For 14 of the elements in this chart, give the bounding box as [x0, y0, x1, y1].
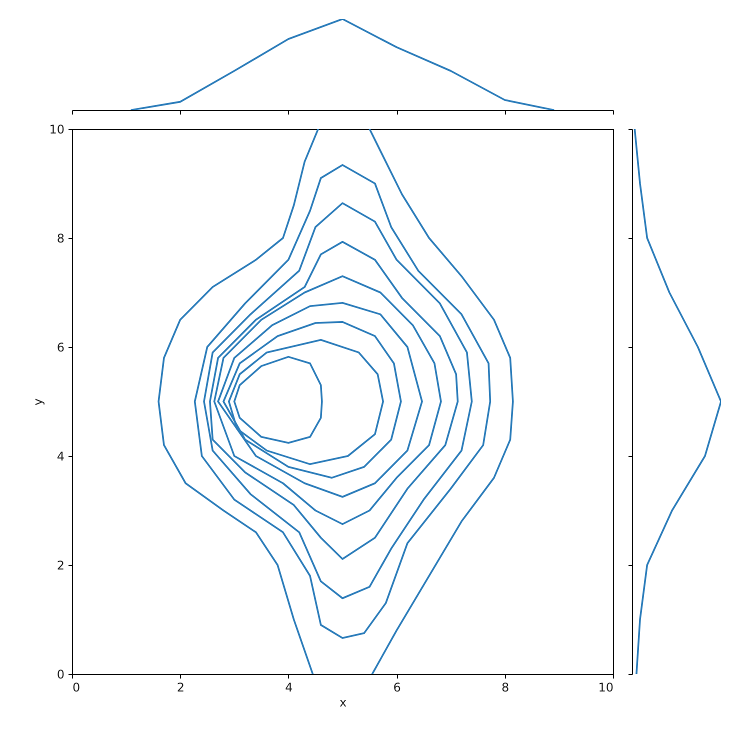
x-tick-label: 2 [176, 680, 185, 694]
x-tick-label: 0 [72, 680, 80, 694]
y-tick-label: 6 [56, 340, 64, 354]
x-tick-label: 8 [501, 680, 510, 694]
y-tick-label: 2 [56, 558, 64, 572]
y-axis-title: y [31, 398, 46, 406]
y-tick-label: 4 [56, 450, 64, 464]
y-tick-label: 10 [49, 122, 64, 136]
x-tick-label: 10 [598, 680, 614, 694]
y-tick-label: 0 [56, 668, 64, 682]
x-axis-title: x [339, 696, 347, 710]
x-tick-label: 6 [393, 680, 401, 694]
y-tick-label: 8 [56, 232, 64, 246]
x-tick-label: 4 [285, 680, 293, 694]
